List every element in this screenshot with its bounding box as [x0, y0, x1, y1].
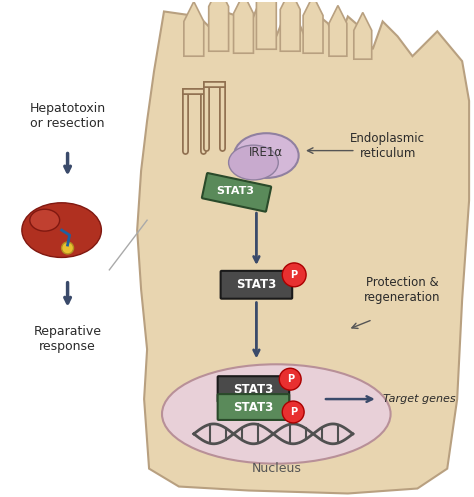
Circle shape [279, 368, 301, 390]
Polygon shape [303, 0, 323, 53]
Text: STAT3: STAT3 [233, 383, 273, 396]
Circle shape [282, 263, 306, 287]
FancyBboxPatch shape [202, 173, 271, 212]
Ellipse shape [162, 364, 391, 464]
FancyBboxPatch shape [218, 376, 289, 402]
Text: P: P [287, 374, 294, 384]
Text: Endoplasmic
reticulum: Endoplasmic reticulum [350, 132, 425, 160]
Polygon shape [256, 0, 276, 49]
Polygon shape [184, 1, 204, 56]
Polygon shape [280, 0, 300, 51]
Ellipse shape [22, 203, 101, 257]
Polygon shape [354, 12, 372, 59]
Polygon shape [137, 9, 469, 494]
Text: Reparative
response: Reparative response [34, 326, 101, 353]
Text: STAT3: STAT3 [216, 186, 254, 196]
Circle shape [282, 401, 304, 423]
Ellipse shape [234, 133, 299, 178]
Text: IRE1α: IRE1α [249, 146, 283, 159]
Ellipse shape [30, 209, 60, 231]
Polygon shape [234, 0, 254, 53]
Text: P: P [291, 270, 298, 280]
Text: STAT3: STAT3 [237, 278, 276, 291]
Polygon shape [209, 0, 228, 51]
Text: Protection &
regeneration: Protection & regeneration [364, 276, 441, 304]
Text: Target genes: Target genes [383, 394, 455, 404]
Text: P: P [290, 407, 297, 417]
Polygon shape [329, 5, 347, 56]
Ellipse shape [62, 242, 73, 254]
FancyBboxPatch shape [218, 394, 289, 420]
Text: STAT3: STAT3 [233, 401, 273, 414]
Text: Hepatotoxin
or resection: Hepatotoxin or resection [29, 102, 106, 130]
Text: Nucleus: Nucleus [251, 462, 301, 475]
Ellipse shape [228, 145, 278, 180]
FancyBboxPatch shape [220, 271, 292, 299]
